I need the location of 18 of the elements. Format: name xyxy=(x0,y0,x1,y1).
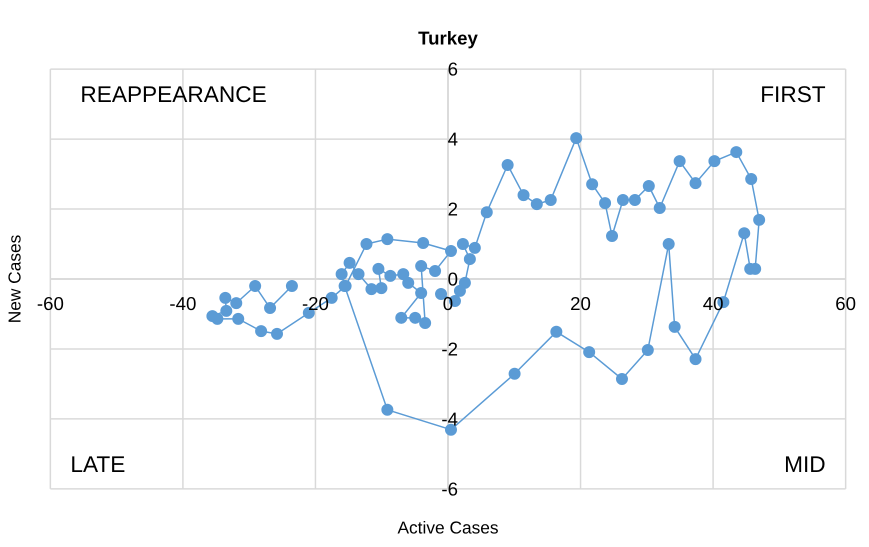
y-tick-label: 4 xyxy=(448,128,458,150)
y-tick-label: 2 xyxy=(448,198,458,220)
x-tick-label: 60 xyxy=(835,293,856,314)
x-tick-label: -60 xyxy=(36,293,64,314)
annotation: MID xyxy=(784,450,826,477)
x-axis-title: Active Cases xyxy=(397,518,499,538)
y-tick-label: -2 xyxy=(441,338,458,360)
annotation: REAPPEARANCE xyxy=(80,81,267,108)
y-tick-label: -6 xyxy=(441,478,458,500)
y-tick-label: -4 xyxy=(441,408,458,430)
y-axis-title: New Cases xyxy=(4,234,24,324)
y-tick-label: 6 xyxy=(448,58,458,80)
x-tick-label: 20 xyxy=(570,293,591,314)
chart-title: Turkey xyxy=(418,28,479,48)
annotation: LATE xyxy=(70,450,126,477)
annotation: FIRST xyxy=(760,81,826,108)
y-tick-label: 0 xyxy=(448,268,458,290)
x-tick-label: -40 xyxy=(169,293,196,314)
